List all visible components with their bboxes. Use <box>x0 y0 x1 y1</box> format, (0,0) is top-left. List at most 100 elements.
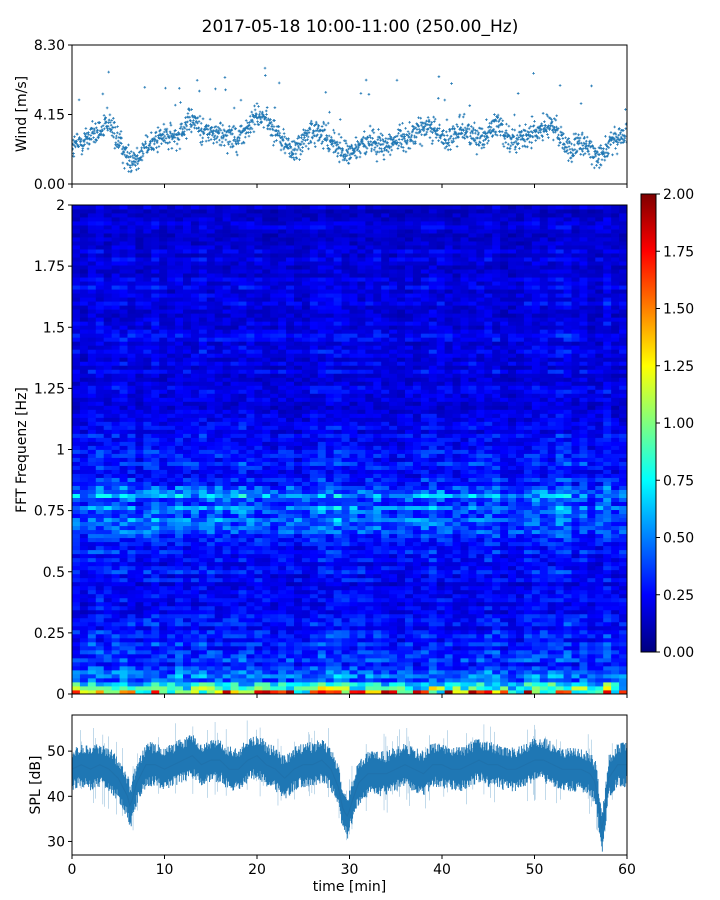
spectrogram-cell <box>603 549 612 555</box>
spectrogram-cell <box>349 673 358 679</box>
spectrogram-cell <box>373 621 382 627</box>
spectrogram-cell <box>389 621 398 627</box>
wind-point <box>527 126 531 130</box>
spectrogram-cell <box>492 621 501 627</box>
wind-point <box>309 119 313 123</box>
spectrogram-cell <box>508 573 517 579</box>
spectrogram-cell <box>357 685 366 691</box>
spectrogram-cell <box>151 561 160 567</box>
spectrogram-cell <box>198 649 208 655</box>
wind-point <box>141 150 144 153</box>
spectrogram-cell <box>270 617 279 623</box>
spectrogram-cell <box>444 517 453 523</box>
spectrogram-cell <box>579 565 588 571</box>
wind-point <box>180 122 184 126</box>
spectrogram-cell <box>539 585 549 591</box>
spectrogram-cell <box>183 581 192 587</box>
wind-point <box>192 119 195 122</box>
wind-point <box>585 135 589 139</box>
spectrogram-cell <box>420 625 430 631</box>
spectrogram-cell <box>103 569 113 575</box>
wind-point <box>526 145 529 149</box>
spectrogram-cell <box>412 601 422 607</box>
spectrogram-cell <box>508 537 517 543</box>
spectrogram-cell <box>547 545 557 551</box>
spectrogram-cell <box>436 569 446 575</box>
spectrogram-cell <box>301 613 311 619</box>
spectrogram-cell <box>301 637 311 643</box>
spectrogram-cell <box>127 589 136 595</box>
spectrogram-cell <box>587 577 596 583</box>
spectrogram-cell <box>579 577 588 583</box>
spectrogram-cell <box>579 537 588 543</box>
spectrogram-cell <box>452 577 461 583</box>
spectrogram-cell <box>341 609 350 615</box>
spectrogram-cell <box>72 525 81 531</box>
spectrogram-cell <box>444 565 453 571</box>
spectrogram-cell <box>159 569 168 575</box>
spectrogram-cell <box>349 613 358 619</box>
spectrogram-cell <box>222 581 231 587</box>
spectrogram-cell <box>309 669 319 675</box>
spectrogram-cell <box>95 637 105 643</box>
spectrogram-cell <box>151 577 160 583</box>
spectrogram-cell <box>611 537 620 543</box>
spectrogram-cell <box>428 521 438 527</box>
spectrogram-cell <box>72 573 81 579</box>
spectrogram-cell <box>357 537 366 543</box>
wind-point <box>238 136 241 140</box>
spectrogram-cell <box>492 537 501 543</box>
spectrogram-cell <box>333 669 342 675</box>
spectrogram-cell <box>611 597 620 603</box>
wind-point <box>147 148 151 151</box>
spectrogram-cell <box>452 673 461 679</box>
spectrogram-cell <box>389 581 398 587</box>
spectrogram-cell <box>587 625 596 631</box>
spectrogram-cell <box>87 613 97 619</box>
spectrogram-cell <box>294 677 303 683</box>
spectrogram-cell <box>357 645 366 651</box>
spectrogram-cell <box>95 549 105 555</box>
spectrogram-cell <box>127 537 136 543</box>
spectrogram-cell <box>87 645 97 651</box>
spectrogram-cell <box>119 677 128 683</box>
spectrogram-cell <box>508 609 517 615</box>
spectrogram-cell <box>262 669 271 675</box>
spectrogram-cell <box>365 577 374 583</box>
spectrogram-cell <box>547 669 557 675</box>
spectrogram-cell <box>79 605 89 611</box>
spectrogram-cell <box>389 681 398 687</box>
wind-point <box>120 147 124 151</box>
spectrogram-cell <box>412 681 422 687</box>
wind-point <box>191 116 195 119</box>
spectrogram-cell <box>349 609 358 615</box>
spectrogram-cell <box>555 593 564 599</box>
spectrogram-cell <box>373 609 382 615</box>
wind-point <box>145 151 149 154</box>
spectrogram-cell <box>72 621 81 627</box>
spectrogram-cell <box>603 569 612 575</box>
spectrogram-cell <box>516 593 525 599</box>
spectrogram-cell <box>222 629 231 635</box>
spectrogram-cell <box>539 529 549 535</box>
spectrogram-cell <box>412 641 422 647</box>
spectrogram-cell <box>444 541 453 547</box>
wind-point <box>181 127 184 131</box>
spectrogram-cell <box>222 625 231 631</box>
spectrogram-cell <box>500 617 509 623</box>
spectrogram-cell <box>579 657 588 663</box>
spectrogram-cell <box>365 609 374 615</box>
spectrogram-cell <box>301 681 311 687</box>
spectrogram-cell <box>500 513 509 519</box>
spectrogram-cell <box>72 537 81 543</box>
spectrogram-cell <box>531 621 541 627</box>
spectrogram-cell <box>555 657 564 663</box>
spectrogram-cell <box>468 517 477 523</box>
spectrogram-cell <box>579 661 588 667</box>
spectrogram-cell <box>198 653 208 659</box>
spectrogram-cell <box>365 653 374 659</box>
spectrogram-cell <box>214 601 224 607</box>
spectrogram-cell <box>254 661 263 667</box>
wind-point <box>173 136 177 139</box>
